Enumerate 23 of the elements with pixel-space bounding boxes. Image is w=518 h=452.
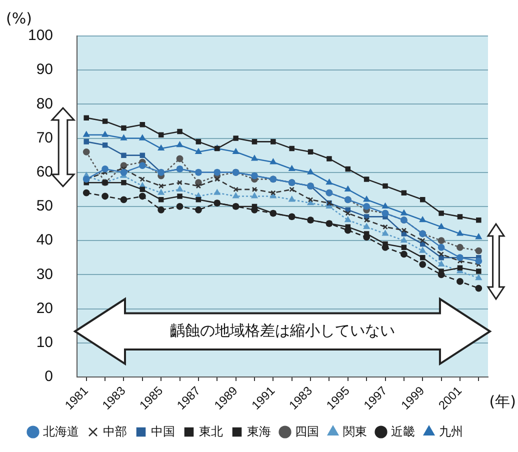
y-tick-label: 60 <box>36 164 54 181</box>
legend-label: 中国 <box>151 424 175 438</box>
legend-label: 四国 <box>295 424 319 438</box>
y-tick-label: 40 <box>36 232 54 249</box>
x-axis-title: (年) <box>489 392 516 410</box>
y-tick-label: 0 <box>44 368 54 386</box>
y-tick-label: 20 <box>36 300 54 317</box>
y-tick-label: 10 <box>36 334 54 351</box>
y-tick-label: 100 <box>28 27 54 44</box>
legend-label: 北海道 <box>43 424 79 438</box>
legend-label: 関東 <box>343 424 367 438</box>
y-tick-label: 90 <box>36 61 54 78</box>
y-tick-label: 50 <box>36 198 54 215</box>
y-axis-title: (%) <box>6 9 32 28</box>
annotation: 齲蝕の地域格差は縮小していない <box>170 321 395 340</box>
y-tick-label: 80 <box>36 95 54 112</box>
legend-label: 九州 <box>439 424 463 438</box>
y-tick-label: 70 <box>36 129 54 146</box>
legend-label: 東海 <box>247 424 271 438</box>
legend-label: 中部 <box>103 424 127 438</box>
legend-label: 近畿 <box>391 424 415 438</box>
y-tick-label: 30 <box>36 266 54 283</box>
legend-label: 東北 <box>199 424 223 438</box>
